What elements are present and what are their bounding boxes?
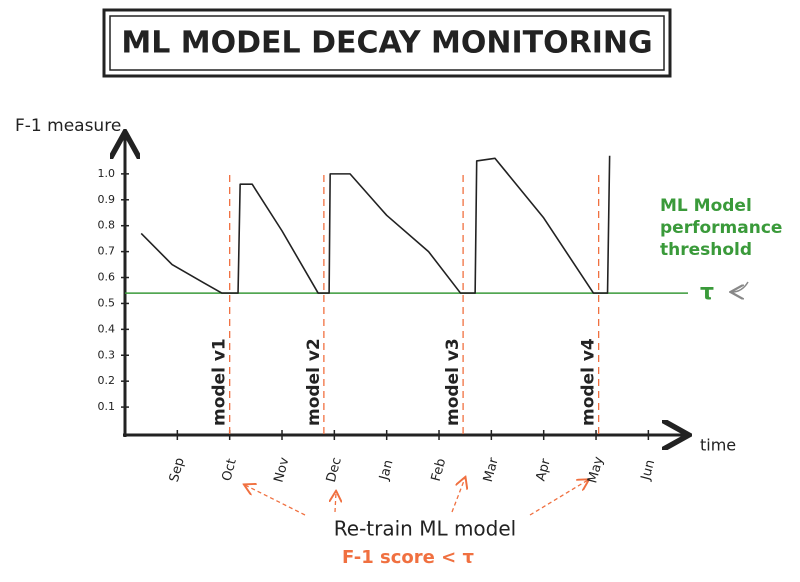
threshold-label: ML Model [660, 196, 752, 216]
y-tick-label: 0.3 [98, 348, 116, 361]
x-tick-label: Mar [481, 456, 502, 484]
threshold-label: threshold [660, 240, 752, 260]
retrain-arrows [245, 478, 588, 516]
retrain-condition: F-1 score < τ [342, 547, 474, 568]
chart-title: ML MODEL DECAY MONITORING [121, 26, 652, 61]
x-tick-label: Feb [429, 457, 449, 483]
y-tick-label: 0.8 [98, 219, 116, 232]
arrow [245, 485, 306, 516]
y-tick-label: 0.2 [98, 374, 116, 387]
series-line [140, 155, 611, 294]
y-axis-label: F-1 measure [15, 116, 121, 136]
threshold-symbol: τ [700, 280, 714, 305]
model-label: model v3 [443, 338, 463, 426]
model-label: model v4 [579, 338, 599, 426]
threshold-arrow [732, 281, 749, 292]
y-tick-label: 0.6 [98, 271, 116, 284]
x-tick-label: Dec [324, 456, 345, 484]
x-tick-label: Nov [271, 456, 292, 485]
y-tick-label: 0.9 [98, 193, 116, 206]
arrow [451, 478, 465, 513]
arrow [529, 480, 588, 516]
model-label: model v2 [304, 338, 324, 426]
y-tick-label: 0.7 [98, 245, 116, 258]
y-tick-label: 0.1 [98, 400, 116, 413]
x-tick-label: Jun [638, 458, 658, 482]
retrain-note: Re-train ML model [334, 517, 516, 541]
title-box [102, 8, 672, 78]
x-tick-label: May [585, 455, 607, 485]
model-label: model v1 [210, 338, 230, 426]
x-tick-label: Oct [220, 457, 240, 483]
x-tick-label: Apr [534, 457, 554, 483]
title-box-inner [109, 15, 665, 71]
y-tick-label: 1.0 [98, 167, 116, 180]
x-axis-label: time [700, 436, 736, 455]
x-tick-label: Sep [167, 456, 188, 484]
threshold-label: performance [660, 218, 782, 238]
y-tick-label: 0.5 [98, 296, 116, 309]
x-tick-label: Jan [377, 458, 397, 482]
arrow [335, 492, 336, 513]
y-tick-label: 0.4 [98, 322, 116, 335]
